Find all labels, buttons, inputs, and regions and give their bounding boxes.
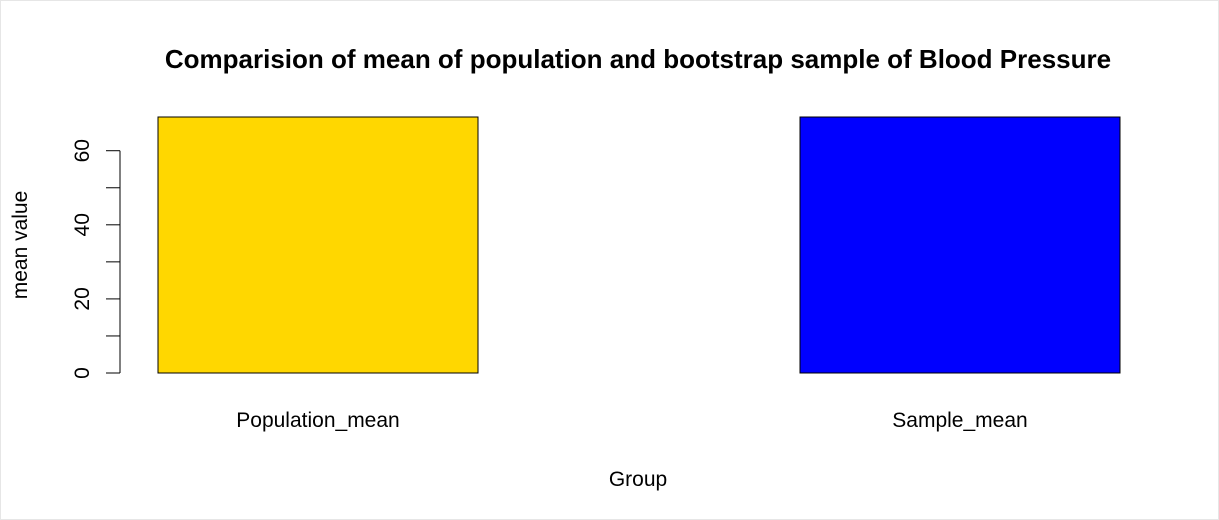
category-label: Population_mean bbox=[236, 409, 399, 432]
y-tick-label: 0 bbox=[71, 367, 94, 379]
y-axis: 0 20 40 60 bbox=[71, 139, 121, 379]
y-tick-label: 40 bbox=[71, 213, 94, 236]
y-axis-label: mean value bbox=[9, 191, 32, 300]
y-tick-label: 60 bbox=[71, 139, 94, 162]
bars bbox=[157, 116, 1121, 374]
category-label: Sample_mean bbox=[892, 409, 1027, 432]
bar-population-mean bbox=[157, 116, 479, 374]
y-tick-label: 20 bbox=[71, 287, 94, 310]
category-labels: Population_mean Sample_mean bbox=[236, 409, 1027, 432]
bar-sample-mean bbox=[799, 116, 1121, 374]
x-axis-label: Group bbox=[609, 468, 667, 491]
chart-title: Comparision of mean of population and bo… bbox=[165, 44, 1111, 74]
